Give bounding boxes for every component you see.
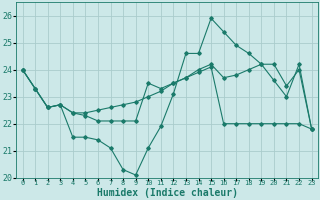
X-axis label: Humidex (Indice chaleur): Humidex (Indice chaleur): [97, 188, 237, 198]
